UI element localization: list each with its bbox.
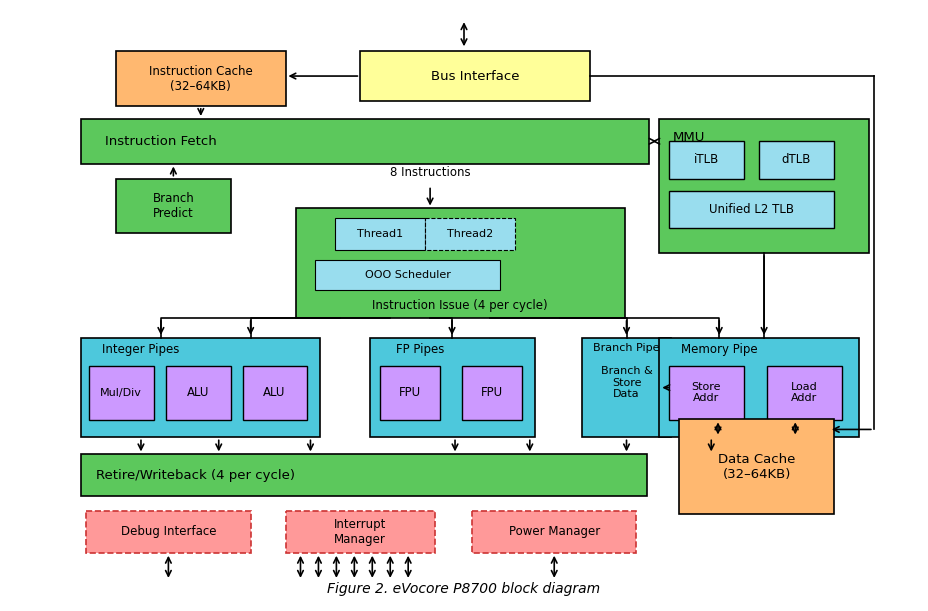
Text: Branch
Predict: Branch Predict	[152, 192, 194, 220]
Bar	[669, 366, 743, 420]
Text: Store
Addr: Store Addr	[690, 382, 720, 403]
Text: ALU: ALU	[187, 386, 209, 399]
Text: dTLB: dTLB	[780, 153, 810, 166]
Bar	[295, 208, 624, 318]
Text: FP Pipes: FP Pipes	[395, 343, 444, 356]
Bar	[86, 511, 251, 553]
Text: Power Manager: Power Manager	[508, 525, 599, 538]
Bar	[116, 178, 230, 233]
Bar	[678, 420, 833, 514]
Text: OOO Scheduler: OOO Scheduler	[365, 270, 450, 280]
Text: Thread1: Thread1	[356, 229, 403, 240]
Text: Instruction Issue (4 per cycle): Instruction Issue (4 per cycle)	[372, 299, 548, 312]
Bar	[81, 455, 647, 496]
Text: Bus Interface: Bus Interface	[431, 70, 519, 82]
Bar	[581, 338, 671, 437]
Bar	[89, 366, 154, 420]
Bar	[669, 191, 833, 229]
Bar	[360, 51, 589, 101]
Bar	[471, 511, 636, 553]
Bar	[116, 51, 285, 106]
Text: Integer Pipes: Integer Pipes	[102, 343, 179, 356]
Bar	[767, 366, 841, 420]
Text: Branch Pipe: Branch Pipe	[593, 343, 659, 353]
Text: Memory Pipe: Memory Pipe	[680, 343, 756, 356]
Bar	[659, 119, 868, 253]
Text: Interrupt
Manager: Interrupt Manager	[334, 518, 386, 546]
Text: 8 Instructions: 8 Instructions	[390, 166, 470, 179]
Bar	[316, 260, 499, 290]
Bar	[166, 366, 230, 420]
Bar	[758, 141, 833, 178]
Text: Thread2: Thread2	[446, 229, 493, 240]
Text: iTLB: iTLB	[693, 153, 718, 166]
Bar	[81, 338, 320, 437]
Text: Instruction Cache
(32–64KB): Instruction Cache (32–64KB)	[148, 65, 252, 92]
Bar	[81, 119, 649, 164]
Bar	[669, 141, 743, 178]
Bar	[659, 338, 857, 437]
Bar	[335, 218, 425, 251]
Bar	[461, 366, 522, 420]
Bar	[285, 511, 434, 553]
Text: Retire/Writeback (4 per cycle): Retire/Writeback (4 per cycle)	[96, 469, 295, 481]
Text: Unified L2 TLB: Unified L2 TLB	[708, 203, 793, 216]
Bar	[380, 366, 440, 420]
Text: Debug Interface: Debug Interface	[121, 525, 216, 538]
Text: Load
Addr: Load Addr	[790, 382, 817, 403]
Bar	[370, 338, 535, 437]
Text: MMU: MMU	[673, 131, 704, 144]
Text: Figure 2. eVocore P8700 block diagram: Figure 2. eVocore P8700 block diagram	[327, 582, 599, 596]
Text: ALU: ALU	[264, 386, 286, 399]
Bar	[425, 218, 514, 251]
Text: FPU: FPU	[481, 386, 502, 399]
Text: Branch &
Store
Data: Branch & Store Data	[600, 366, 651, 399]
Text: Mul/Div: Mul/Div	[100, 387, 142, 398]
Text: FPU: FPU	[399, 386, 420, 399]
Text: Data Cache
(32–64KB): Data Cache (32–64KB)	[717, 453, 794, 481]
Text: Instruction Fetch: Instruction Fetch	[105, 135, 216, 148]
Bar	[242, 366, 307, 420]
